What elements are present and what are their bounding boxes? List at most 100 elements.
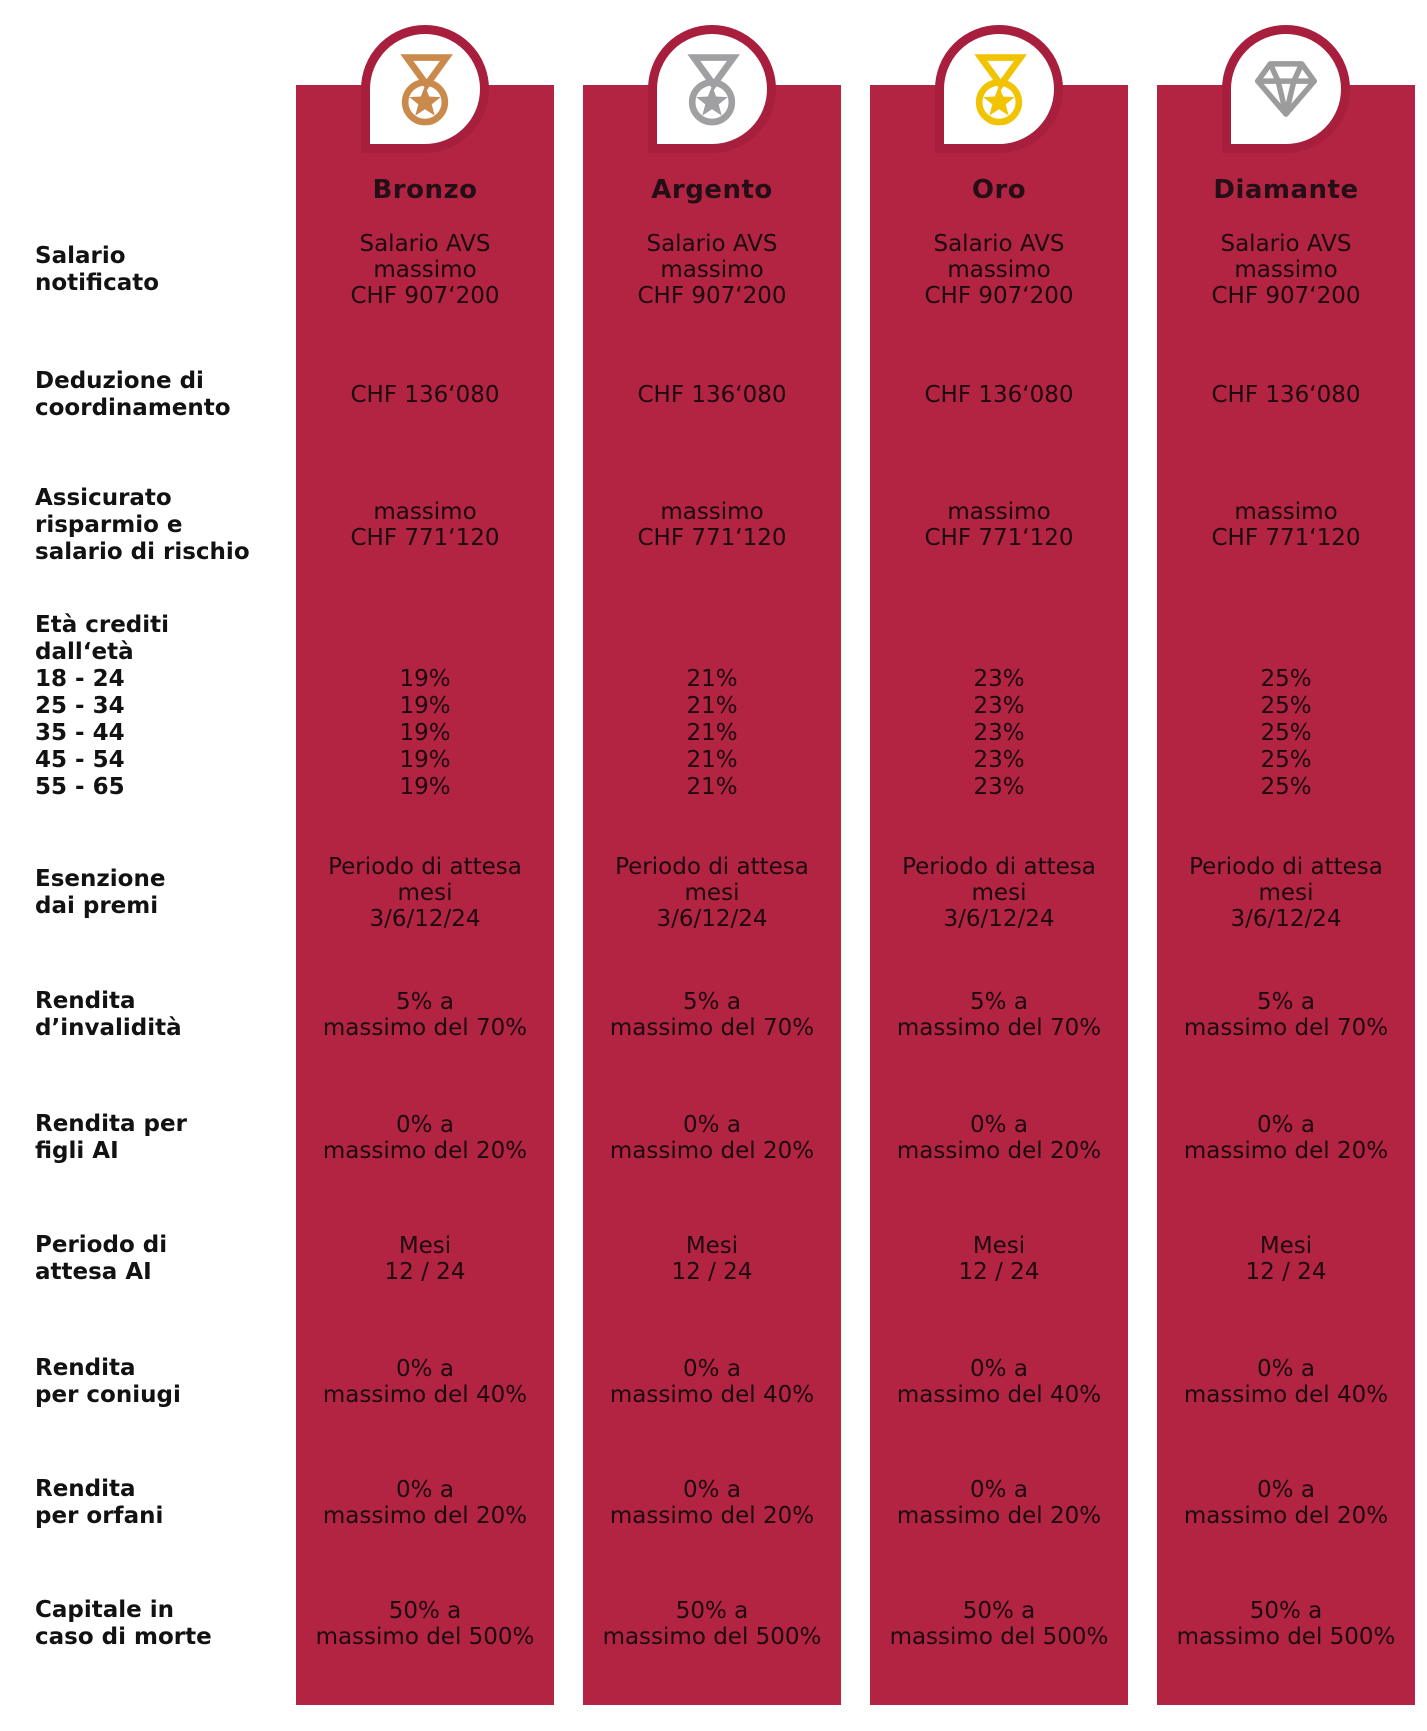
row-label-line: coordinamento: [35, 395, 231, 421]
value-line: massimo del 20%: [1183, 1137, 1389, 1164]
value-line: CHF 907‘200: [924, 283, 1074, 309]
silver-medal-icon: [687, 54, 740, 126]
row-label-line: per coniugi: [35, 1382, 181, 1408]
value-line: CHF 907‘200: [637, 283, 787, 309]
value-cell-assicurato-risparmio: massimo CHF 771‘120: [583, 460, 841, 590]
plan-card-bronzo: Bronzo Salario AVS massimo CHF 907‘200 CHF 1…: [296, 25, 554, 1705]
value-line: 0% a: [970, 1111, 1028, 1138]
value-line: 0% a: [1257, 1356, 1315, 1382]
row-label-rendita-figli-ai: Rendita per figli AI: [35, 1090, 267, 1185]
value-line: CHF 771‘120: [1211, 525, 1361, 551]
value-cell-esenzione-premi: Periodo di attesa mesi 3/6/12/24: [1157, 845, 1415, 940]
row-label-line: Rendita per: [35, 1110, 187, 1137]
row-label-line: dai premi: [35, 892, 159, 919]
column-title-row: Argento: [583, 85, 841, 210]
row-label-line: risparmio e: [35, 511, 183, 538]
value-line: 12 / 24: [958, 1259, 1040, 1285]
value-line: CHF 771‘120: [924, 525, 1074, 551]
value-cell-rendita-invalidita: 5% a massimo del 70%: [583, 940, 841, 1090]
value-cell-capitale-morte: 50% a massimo del 500%: [870, 1575, 1128, 1673]
value-cell-eta-crediti: 23% 23% 23% 23% 23%: [870, 590, 1128, 845]
row-label-salario-notificato: Salario notificato: [35, 210, 267, 330]
value-cell-rendita-invalidita: 5% a massimo del 70%: [296, 940, 554, 1090]
row-label-line: 45 - 54: [35, 747, 125, 773]
value-line: 50% a: [388, 1598, 462, 1624]
value-cell-assicurato-risparmio: massimo CHF 771‘120: [1157, 460, 1415, 590]
value-cell-deduzione-coordinamento: CHF 136‘080: [583, 330, 841, 460]
value-cell-rendita-orfani: 0% a massimo del 20%: [296, 1431, 554, 1575]
row-label-deduzione-coordinamento: Deduzione di coordinamento: [35, 330, 267, 460]
value-line: massimo: [1234, 499, 1338, 525]
value-line: massimo del 20%: [322, 1137, 528, 1164]
value-line: mesi: [684, 879, 740, 906]
value-cell-eta-crediti: 19% 19% 19% 19% 19%: [296, 590, 554, 845]
value-line: massimo: [373, 499, 477, 525]
value-cell-periodo-attesa-ai: Mesi 12 / 24: [296, 1185, 554, 1333]
value-line: 19%: [399, 747, 451, 773]
value-line: 25%: [1260, 693, 1312, 719]
value-line: Periodo di attesa: [615, 853, 809, 880]
value-line: 21%: [686, 774, 738, 800]
card-bottom-padding: [296, 1673, 554, 1705]
value-cell-rendita-invalidita: 5% a massimo del 70%: [1157, 940, 1415, 1090]
value-line: 25%: [1260, 774, 1312, 800]
card-bottom-padding: [583, 1673, 841, 1705]
value-line: Periodo di attesa: [1189, 853, 1383, 880]
value-line: massimo del 40%: [322, 1382, 528, 1408]
value-cell-rendita-coniugi: 0% a massimo del 40%: [870, 1333, 1128, 1431]
value-cell-capitale-morte: 50% a massimo del 500%: [583, 1575, 841, 1673]
row-label-line: salario di rischio: [35, 538, 250, 565]
value-line: 3/6/12/24: [369, 905, 481, 932]
row-label-line: per orfani: [35, 1503, 164, 1529]
value-line: Salario AVS: [646, 231, 778, 257]
row-label-assicurato-risparmio: Assicurato risparmio e salario di rischio: [35, 460, 267, 590]
value-line: Mesi: [398, 1233, 452, 1259]
row-label-line: 35 - 44: [35, 720, 125, 746]
value-line: Mesi: [685, 1233, 739, 1259]
value-line: massimo del 70%: [896, 1015, 1102, 1041]
row-label-line: Assicurato: [35, 484, 172, 511]
value-line: 5% a: [970, 989, 1028, 1015]
value-line: massimo del 70%: [609, 1015, 815, 1041]
value-line: massimo del 20%: [609, 1503, 815, 1529]
value-cell-rendita-figli-ai: 0% a massimo del 20%: [583, 1090, 841, 1185]
header-spacer: [35, 85, 267, 210]
value-cell-deduzione-coordinamento: CHF 136‘080: [870, 330, 1128, 460]
row-labels-column: Salario notificato Deduzione di coordinamen…: [0, 85, 267, 1673]
value-line: 5% a: [1257, 989, 1315, 1015]
value-line: 23%: [973, 774, 1025, 800]
value-line: 23%: [973, 747, 1025, 773]
value-line: 23%: [973, 720, 1025, 746]
value-cell-esenzione-premi: Periodo di attesa mesi 3/6/12/24: [583, 845, 841, 940]
row-label-line: notificato: [35, 270, 160, 296]
plan-badge-bronzo: [361, 25, 489, 153]
value-cell-rendita-coniugi: 0% a massimo del 40%: [1157, 1333, 1415, 1431]
row-label-line: 18 - 24: [35, 666, 125, 692]
row-label-line: figli AI: [35, 1137, 119, 1164]
value-line: massimo del 500%: [889, 1624, 1109, 1650]
value-line: 50% a: [962, 1598, 1036, 1624]
value-cell-rendita-coniugi: 0% a massimo del 40%: [583, 1333, 841, 1431]
value-line: 0% a: [1257, 1111, 1315, 1138]
value-cell-periodo-attesa-ai: Mesi 12 / 24: [1157, 1185, 1415, 1333]
row-label-line: Età crediti: [35, 612, 170, 638]
value-line: 0% a: [970, 1356, 1028, 1382]
value-line: massimo del 500%: [602, 1624, 822, 1650]
value-line: mesi: [971, 879, 1027, 906]
value-cell-esenzione-premi: Periodo di attesa mesi 3/6/12/24: [296, 845, 554, 940]
plan-badge-argento: [648, 25, 776, 153]
value-line: Salario AVS: [359, 231, 491, 257]
value-cell-periodo-attesa-ai: Mesi 12 / 24: [583, 1185, 841, 1333]
column-title-row: Diamante: [1157, 85, 1415, 210]
value-line: CHF 136‘080: [350, 382, 500, 408]
value-line: Salario AVS: [933, 231, 1065, 257]
value-line: 25%: [1260, 666, 1312, 692]
value-line: 25%: [1260, 747, 1312, 773]
column-title: Oro: [971, 175, 1027, 205]
value-cell-rendita-figli-ai: 0% a massimo del 20%: [870, 1090, 1128, 1185]
value-cell-capitale-morte: 50% a massimo del 500%: [1157, 1575, 1415, 1673]
value-cell-rendita-figli-ai: 0% a massimo del 20%: [1157, 1090, 1415, 1185]
value-line: CHF 136‘080: [1211, 382, 1361, 408]
value-line: massimo: [660, 499, 764, 525]
value-cell-periodo-attesa-ai: Mesi 12 / 24: [870, 1185, 1128, 1333]
